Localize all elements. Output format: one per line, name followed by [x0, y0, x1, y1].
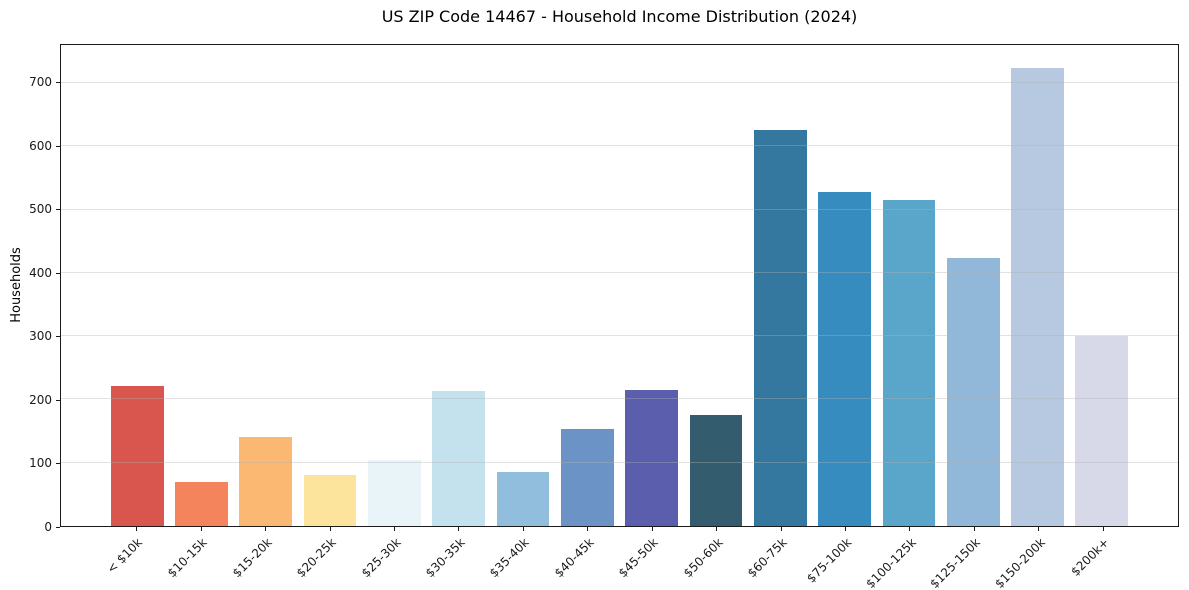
x-tick-mark	[522, 527, 524, 531]
x-slot: $20-25k	[293, 527, 361, 589]
bar-$50-60k	[689, 415, 743, 526]
x-slot: $35-40k	[487, 527, 555, 589]
bar-slot	[684, 45, 748, 526]
x-tick-mark	[716, 527, 718, 531]
x-axis: < $10k $10-15k $15-20k $20-25k $25-30k $30-35…	[60, 527, 1179, 590]
bar-slot	[169, 45, 233, 526]
x-slot: $25-30k	[358, 527, 426, 589]
x-tick-label-$200k+: $200k+	[1068, 535, 1112, 579]
bar-$150-200k	[1011, 68, 1064, 526]
bar-slot	[427, 45, 491, 526]
x-slot: $50-60k	[680, 527, 748, 589]
y-axis-label: Households	[9, 247, 24, 323]
bar-slot	[941, 45, 1005, 526]
y-tick-mark	[56, 82, 60, 84]
y-tick-label-400: 400	[29, 265, 52, 280]
bar-slot	[1005, 45, 1069, 526]
x-slot: $40-45k	[551, 527, 619, 589]
x-slot: $125-150k	[927, 527, 1006, 590]
y-tick-mark	[56, 145, 60, 147]
y-tick-mark	[56, 463, 60, 465]
x-slot: $75-100k	[804, 527, 877, 589]
y-tick-label-700: 700	[29, 75, 52, 90]
y-tick-label-0: 0	[44, 520, 52, 534]
x-slot: $45-50k	[616, 527, 684, 589]
x-tick-mark	[909, 527, 911, 531]
bar-$200k+	[1075, 336, 1129, 526]
bar-slot	[748, 45, 812, 526]
y-tick-mark	[56, 399, 60, 401]
bar-slot	[555, 45, 619, 526]
y-tick-label-200: 200	[29, 392, 52, 407]
bar-slot	[105, 45, 169, 526]
x-tick-mark	[973, 527, 975, 531]
y-tick-mark	[56, 209, 60, 211]
x-tick-mark	[780, 527, 782, 531]
x-slot: $30-35k	[422, 527, 490, 589]
bar-slot	[491, 45, 555, 526]
x-tick-mark	[458, 527, 460, 531]
bar-$100-125k	[882, 200, 936, 526]
bar-slot	[620, 45, 684, 526]
x-slot: $15-20k	[229, 527, 297, 589]
x-slot: $200k+	[1068, 527, 1135, 589]
x-tick-label-$10-15k: $10-15k	[164, 535, 210, 581]
x-tick-mark	[845, 527, 847, 531]
x-tick-mark	[265, 527, 267, 531]
bar-$25-30k	[368, 460, 421, 526]
x-tick-mark	[200, 527, 202, 531]
x-tick-label-$60-75k: $60-75k	[744, 535, 790, 581]
bar-$60-75k	[753, 130, 807, 526]
x-tick-label-$75-100k: $75-100k	[803, 535, 855, 586]
bar-$125-150k	[946, 257, 1000, 526]
x-tick-mark	[393, 527, 395, 531]
bar-$15-20k	[239, 436, 293, 526]
x-slot: $100-125k	[863, 527, 941, 590]
y-tick-label-500: 500	[29, 202, 52, 217]
bar-$40-45k	[560, 428, 614, 526]
y-tick-mark	[56, 272, 60, 274]
x-tick-mark	[1038, 527, 1040, 531]
bar-$10-15k	[175, 481, 228, 526]
x-tick-mark	[587, 527, 589, 531]
x-tick-label-$15-20k: $15-20k	[229, 535, 275, 581]
x-slot: $150-200k	[992, 527, 1070, 590]
x-tick-mark	[1102, 527, 1104, 531]
y-tick-label-100: 100	[29, 456, 52, 471]
y-tick-label-600: 600	[29, 138, 52, 153]
x-tick-mark	[651, 527, 653, 531]
bar-slot	[812, 45, 876, 526]
x-tick-mark	[136, 527, 138, 531]
bar-slot	[1070, 45, 1134, 526]
x-tick-label-$50-60k: $50-60k	[680, 535, 726, 581]
bar-$45-50k	[625, 389, 679, 526]
x-tick-mark	[329, 527, 331, 531]
x-tick-label-$35-40k: $35-40k	[487, 535, 533, 581]
bar-$35-40k	[496, 472, 550, 526]
bar-$75-100k	[818, 191, 871, 526]
bar-slot	[877, 45, 941, 526]
y-tick-label-300: 300	[29, 329, 52, 344]
x-tick-label-$40-45k: $40-45k	[551, 535, 597, 581]
bar-$20-25k	[303, 474, 357, 526]
y-tick-mark	[56, 336, 60, 338]
bar-slot	[234, 45, 298, 526]
x-tick-label-$30-35k: $30-35k	[422, 535, 468, 581]
bars-layer	[61, 45, 1178, 526]
bar-slot	[298, 45, 362, 526]
x-tick-label-$25-30k: $25-30k	[358, 535, 404, 581]
plot-area	[60, 44, 1179, 527]
y-tick-mark	[56, 527, 60, 528]
x-tick-label-$20-25k: $20-25k	[293, 535, 339, 581]
x-slot: < $10k	[104, 527, 168, 589]
bar-$30-35k	[432, 390, 486, 526]
x-tick-label-$45-50k: $45-50k	[616, 535, 661, 581]
chart-title: US ZIP Code 14467 - Household Income Dis…	[381, 7, 858, 26]
x-tick-label-< $10k: < $10k	[104, 535, 146, 577]
x-slot: $60-75k	[744, 527, 812, 589]
bar-< $10k	[110, 385, 164, 526]
bar-slot	[362, 45, 426, 526]
x-slot: $10-15k	[164, 527, 232, 589]
